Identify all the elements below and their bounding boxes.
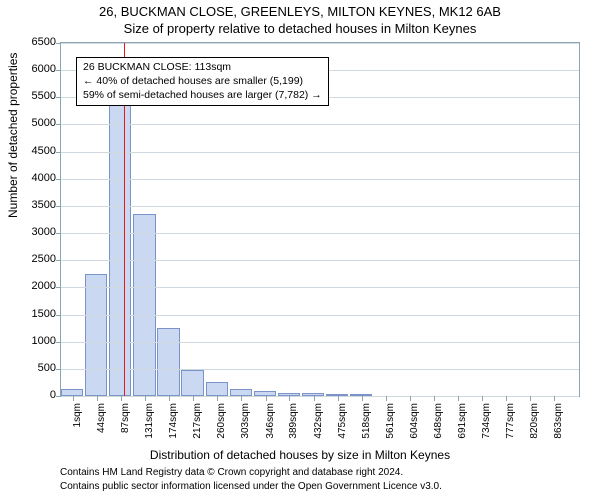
x-axis-label: Distribution of detached houses by size … [0,448,600,462]
ytick-label: 5500 [6,90,56,102]
ytick-label: 6000 [6,63,56,75]
chart-title-line1: 26, BUCKMAN CLOSE, GREENLEYS, MILTON KEY… [0,4,600,19]
ytick-label: 6500 [6,36,56,48]
ytick-label: 2500 [6,253,56,265]
histogram-bar [181,370,203,396]
ytick-label: 3500 [6,199,56,211]
ytick-label: 500 [6,362,56,374]
ytick-label: 1000 [6,335,56,347]
ytick-label: 4000 [6,172,56,184]
ytick-label: 5000 [6,117,56,129]
ytick-label: 0 [6,389,56,401]
annotation-line: ← 40% of detached houses are smaller (5,… [83,74,322,88]
footer-line1: Contains HM Land Registry data © Crown c… [60,467,403,478]
ytick-label: 1500 [6,308,56,320]
annotation-line: 59% of semi-detached houses are larger (… [83,88,322,102]
annotation-line: 26 BUCKMAN CLOSE: 113sqm [83,60,322,74]
ytick-label: 3000 [6,226,56,238]
histogram-bar [206,382,228,396]
histogram-bar [157,328,179,396]
footer-line2: Contains public sector information licen… [60,481,442,492]
ytick-label: 2000 [6,280,56,292]
chart-title-line2: Size of property relative to detached ho… [0,21,600,36]
annotation-box: 26 BUCKMAN CLOSE: 113sqm ← 40% of detach… [76,57,329,106]
plot-area: 26 BUCKMAN CLOSE: 113sqm ← 40% of detach… [60,42,580,397]
y-axis-label: Number of detached properties [6,53,20,218]
histogram-bar [230,389,252,396]
histogram-bar [85,274,107,396]
chart-container: { "titles": { "line1": "26, BUCKMAN CLOS… [0,0,600,500]
ytick-label: 4500 [6,145,56,157]
